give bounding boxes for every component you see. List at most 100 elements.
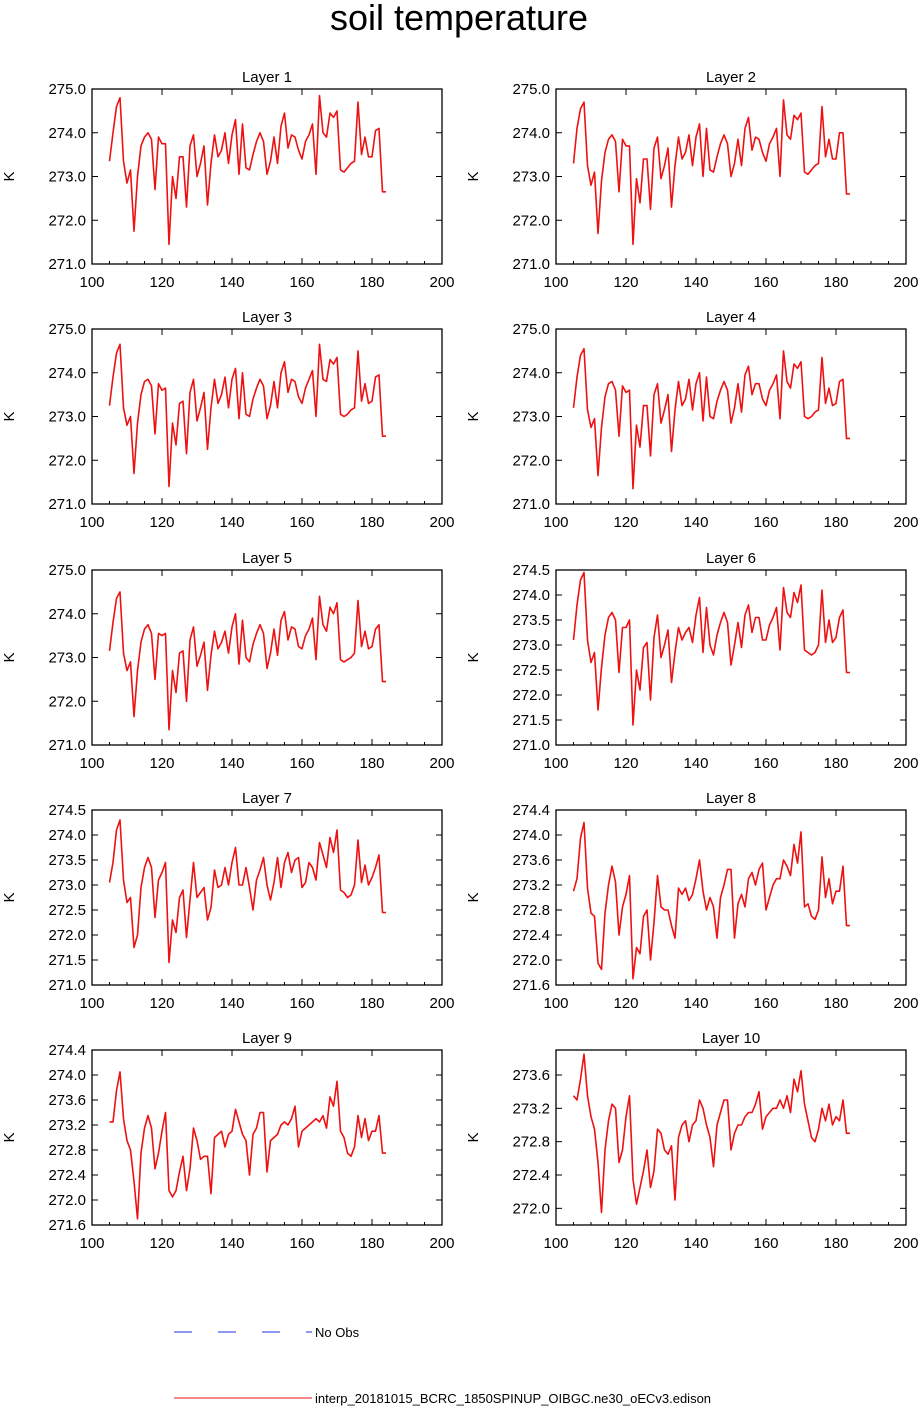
y-tick-label: 272.8 — [48, 1142, 86, 1159]
series-line — [109, 1071, 386, 1220]
y-tick-label: 271.0 — [48, 977, 86, 994]
x-tick-label: 200 — [429, 995, 454, 1012]
series-line — [572, 821, 850, 980]
x-tick-label: 200 — [429, 274, 454, 291]
y-tick-label: 274.5 — [512, 562, 550, 579]
y-tick-label: 273.0 — [48, 169, 86, 186]
x-tick-label: 140 — [219, 514, 244, 531]
y-tick-label: 272.0 — [512, 1200, 550, 1217]
y-axis-label: K — [1, 652, 18, 662]
y-tick-label: 273.5 — [48, 852, 86, 869]
y-axis-label: K — [1, 1132, 18, 1142]
chart-panel-4: Layer 4 K 100 120 140 160 180 200 271.0 272.0 273.… — [465, 309, 918, 531]
series-line — [572, 1053, 850, 1214]
chart-panel-7: Layer 7 K 100 120 140 160 180 200 271.0 271.5 272.… — [1, 790, 455, 1012]
x-tick-label: 140 — [683, 1235, 708, 1252]
x-tick-label: 200 — [429, 514, 454, 531]
plot-frame — [91, 569, 443, 746]
x-tick-label: 200 — [893, 274, 918, 291]
y-tick-label: 274.5 — [48, 802, 86, 819]
y-tick-label: 273.0 — [512, 169, 550, 186]
x-tick-label: 160 — [753, 755, 778, 772]
x-tick-label: 160 — [289, 995, 314, 1012]
x-tick-label: 120 — [149, 755, 174, 772]
y-axis-label: K — [1, 171, 18, 181]
y-tick-label: 274.0 — [48, 827, 86, 844]
x-tick-label: 100 — [79, 274, 104, 291]
y-tick-label: 274.0 — [512, 587, 550, 604]
series-line — [108, 819, 386, 964]
y-tick-label: 272.0 — [512, 452, 550, 469]
x-tick-label: 120 — [613, 755, 638, 772]
x-tick-label: 140 — [219, 995, 244, 1012]
x-tick-label: 160 — [289, 274, 314, 291]
y-tick-label: 272.0 — [48, 693, 86, 710]
x-tick-label: 120 — [149, 514, 174, 531]
y-tick-label: 273.6 — [48, 1092, 86, 1109]
series-line — [572, 347, 850, 490]
x-tick-label: 100 — [543, 274, 568, 291]
y-tick-label: 272.0 — [48, 452, 86, 469]
y-tick-label: 271.0 — [512, 496, 550, 513]
series-line — [572, 99, 850, 246]
y-tick-label: 274.4 — [512, 802, 550, 819]
x-tick-label: 140 — [683, 755, 708, 772]
y-tick-label: 272.5 — [48, 902, 86, 919]
x-tick-label: 140 — [219, 274, 244, 291]
x-tick-label: 200 — [893, 995, 918, 1012]
x-tick-label: 140 — [683, 274, 708, 291]
x-tick-label: 200 — [893, 514, 918, 531]
x-tick-label: 100 — [79, 514, 104, 531]
x-tick-label: 200 — [429, 1235, 454, 1252]
y-tick-label: 273.2 — [48, 1117, 86, 1134]
y-tick-label: 271.6 — [512, 977, 550, 994]
x-tick-label: 120 — [613, 995, 638, 1012]
x-tick-label: 160 — [753, 514, 778, 531]
x-tick-label: 120 — [613, 514, 638, 531]
y-tick-label: 274.0 — [48, 606, 86, 623]
y-tick-label: 275.0 — [48, 81, 86, 98]
legend-label-no-obs: No Obs — [315, 1325, 360, 1340]
y-axis-label: K — [1, 892, 18, 902]
x-tick-label: 120 — [613, 1235, 638, 1252]
y-tick-label: 271.0 — [512, 256, 550, 273]
y-tick-label: 273.0 — [512, 409, 550, 426]
panel-title: Layer 3 — [242, 309, 292, 326]
y-tick-label: 273.0 — [48, 650, 86, 667]
x-tick-label: 200 — [893, 755, 918, 772]
chart-panel-5: Layer 5 K 100 120 140 160 180 200 271.0 272.0 273.… — [1, 550, 455, 772]
y-tick-label: 274.4 — [48, 1042, 86, 1059]
y-tick-label: 272.8 — [512, 902, 550, 919]
x-tick-label: 180 — [359, 755, 384, 772]
y-tick-label: 271.0 — [48, 737, 86, 754]
x-tick-label: 180 — [359, 1235, 384, 1252]
panel-title: Layer 5 — [242, 550, 292, 567]
x-tick-label: 180 — [823, 514, 848, 531]
x-tick-label: 100 — [79, 755, 104, 772]
y-tick-label: 271.0 — [48, 496, 86, 513]
y-tick-label: 275.0 — [512, 321, 550, 338]
panel-title: Layer 4 — [706, 309, 756, 326]
x-tick-label: 200 — [893, 1235, 918, 1252]
y-tick-label: 273.0 — [48, 877, 86, 894]
x-tick-label: 120 — [149, 1235, 174, 1252]
x-tick-label: 180 — [359, 995, 384, 1012]
y-tick-label: 275.0 — [48, 562, 86, 579]
y-axis-label: K — [1, 411, 18, 421]
x-tick-label: 100 — [79, 995, 104, 1012]
x-tick-label: 120 — [613, 274, 638, 291]
y-tick-label: 272.0 — [48, 1192, 86, 1209]
plot-frame — [91, 88, 443, 265]
chart-panel-1: Layer 1 K 100 120 140 160 180 200 271.0 272.0 273.… — [1, 69, 455, 291]
series-line — [572, 571, 850, 726]
chart-panel-9: Layer 9 K 100 120 140 160 180 200 271.6 272.0 272.… — [1, 1030, 455, 1252]
x-tick-label: 120 — [149, 995, 174, 1012]
plot-frame — [91, 1049, 443, 1226]
x-tick-label: 100 — [79, 1235, 104, 1252]
panel-title: Layer 10 — [702, 1030, 760, 1047]
chart-panel-6: Layer 6 K 100 120 140 160 180 200 271.0 271.5 272.… — [465, 550, 918, 772]
y-tick-label: 273.6 — [512, 852, 550, 869]
panel-title: Layer 6 — [706, 550, 756, 567]
chart-panel-2: Layer 2 K 100 120 140 160 180 200 271.0 272.0 273.… — [465, 69, 918, 291]
